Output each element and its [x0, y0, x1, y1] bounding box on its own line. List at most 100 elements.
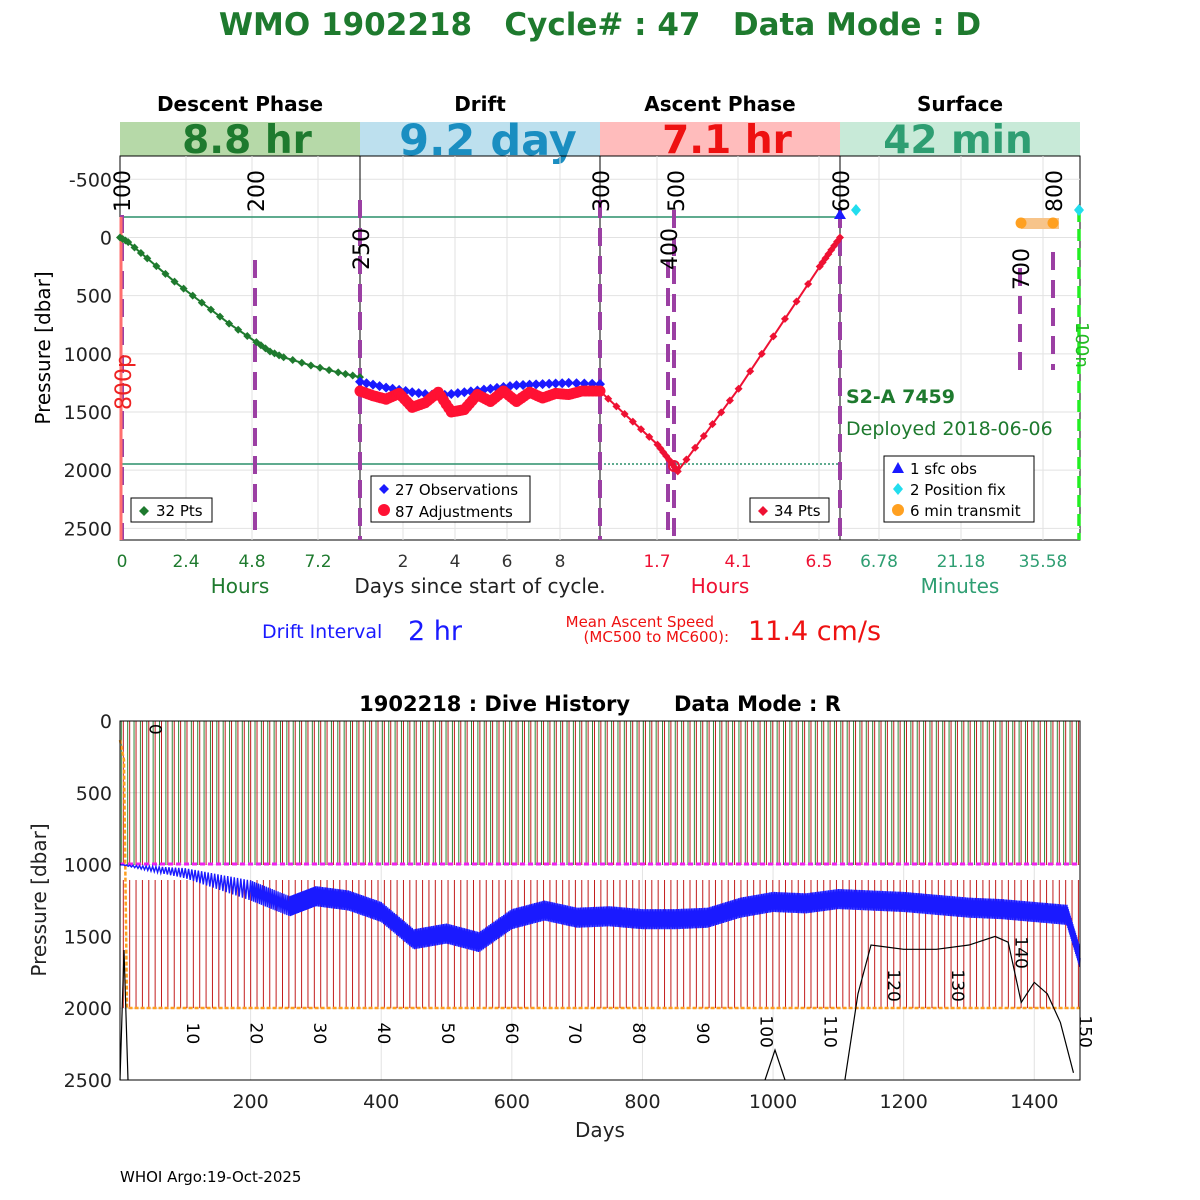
descent-legend-marker — [139, 506, 149, 516]
bottom-y-tick-2: 1000 — [64, 855, 112, 877]
descent-point-27 — [306, 361, 315, 370]
top-y-tick-2: 500 — [76, 286, 112, 308]
xlabel-ascent: Hours — [691, 574, 750, 598]
bottom-x-tick-3: 800 — [624, 1091, 660, 1113]
drift-obs-point-31 — [557, 378, 568, 389]
ascent-point-22 — [746, 367, 755, 376]
mc-label-700: 700 — [1010, 248, 1035, 290]
cycle-label-140: 140 — [1010, 936, 1030, 968]
drift-obs-point-24 — [511, 380, 522, 391]
phase-duration-drift: 9.2 day — [399, 116, 577, 166]
bottom-plot-area — [119, 720, 1081, 1081]
drift-obs-point-14 — [446, 388, 457, 399]
transmit-legend-label: 6 min transmit — [910, 502, 1021, 520]
top-y-ticks: -500 0 500 1000 1500 2000 2500 — [64, 169, 112, 540]
drift-obs-point-20 — [485, 383, 496, 394]
xtick-surface-2: 35.58 — [1019, 552, 1068, 572]
bottom-x-tick-4: 1000 — [749, 1091, 797, 1113]
drift-adj-point-90 — [594, 385, 606, 397]
ascent-point-6 — [645, 432, 654, 441]
ascent-point-20 — [725, 396, 734, 405]
descent-point-11 — [188, 291, 197, 300]
phase-band-descent — [120, 122, 360, 156]
bottom-y-tick-0: 0 — [100, 711, 112, 733]
ascent-point-24 — [769, 332, 778, 341]
descent-point-26 — [297, 358, 306, 367]
top-y-tick-5: 2000 — [64, 460, 112, 482]
mc-label-600: 600 — [830, 170, 855, 212]
mc-label-300: 300 — [590, 170, 615, 212]
ascent-speed-label-1: Mean Ascent Speed — [566, 613, 714, 631]
descent-point-9 — [170, 277, 179, 286]
top-y-tick-3: 1000 — [64, 344, 112, 366]
descent-point-5 — [136, 248, 145, 257]
phase-name-surface: Surface — [917, 92, 1003, 116]
drift-obs-point-28 — [537, 379, 548, 390]
ascent-point-21 — [734, 384, 743, 393]
descent-point-24 — [279, 353, 288, 362]
drift-obs-point-32 — [563, 377, 574, 388]
descent-point-8 — [161, 269, 170, 278]
descent-point-30 — [334, 368, 343, 377]
ascent-point-2 — [612, 402, 621, 411]
transmit-points — [1015, 217, 1059, 229]
top-y-tick-6: 2500 — [64, 518, 112, 540]
bottom-y-ticks: 0 500 1000 1500 2000 2500 — [64, 711, 112, 1092]
top-y-tick-4: 1500 — [64, 402, 112, 424]
ascent-point-16 — [691, 443, 700, 452]
phase-name-drift: Drift — [454, 92, 506, 116]
xtick-ascent-0: 1.7 — [643, 552, 670, 572]
phase-band-drift — [360, 122, 600, 156]
bottom-depth-series — [844, 935, 1075, 1081]
descent-legend: 32 Pts — [130, 497, 213, 523]
ascent-speed-value: 11.4 cm/s — [748, 616, 881, 647]
ascent-bottom-marker — [668, 460, 680, 472]
descent-series — [119, 236, 361, 379]
xtick-descent-1: 2.4 — [172, 552, 199, 572]
float-deployed: Deployed 2018-06-06 — [846, 418, 1053, 440]
cycle-label-90: 90 — [692, 1023, 712, 1045]
mc-label-500: 500 — [665, 170, 690, 212]
cycle-label-60: 60 — [501, 1023, 521, 1045]
mc-label-400: 400 — [658, 228, 683, 270]
drift-obs-point-2 — [368, 379, 379, 390]
ascent-point-14 — [673, 467, 682, 476]
descent-point-25 — [288, 356, 297, 365]
descent-point-29 — [325, 366, 334, 375]
descent-point-12 — [197, 298, 206, 307]
bottom-x-tick-2: 600 — [494, 1091, 530, 1113]
cycle-label-50: 50 — [437, 1023, 457, 1045]
ascent-point-4 — [628, 417, 637, 426]
cycle-label-30: 30 — [309, 1023, 329, 1045]
ascent-point-17 — [699, 431, 708, 440]
xtick-surface-1: 21.18 — [937, 552, 986, 572]
cycle-label-100: 100 — [756, 1015, 776, 1047]
descent-point-10 — [179, 284, 188, 293]
sfc-obs-legend-marker — [892, 462, 904, 473]
cycle-label-120: 120 — [883, 969, 903, 1001]
drift-adj-legend-label: 87 Adjustments — [395, 503, 513, 521]
xtick-drift-3: 8 — [555, 552, 566, 572]
bottom-x-tick-1: 400 — [363, 1091, 399, 1113]
ascent-legend-marker — [758, 506, 768, 516]
transmit-point-1 — [1047, 217, 1059, 229]
bottom-x-tick-6: 1400 — [1010, 1091, 1058, 1113]
side-label-100n: 100n — [1071, 322, 1092, 368]
cycle-labels: 0 10 20 30 40 50 60 70 80 90 100 110 120 130 140 150 — [144, 724, 1094, 1048]
ascent-point-27 — [804, 280, 813, 288]
mc-label-800: 800 — [1043, 170, 1068, 212]
ascent-series — [599, 236, 841, 474]
xtick-descent-2: 4.8 — [238, 552, 265, 572]
xtick-descent-0: 0 — [117, 552, 128, 572]
phase-band-ascent — [600, 122, 840, 156]
bottom-depth-series-2 — [119, 949, 129, 1081]
ascent-point-23 — [757, 349, 766, 358]
side-label-800p: 800p — [112, 354, 137, 410]
ascent-point-15 — [682, 455, 691, 464]
bottom-x-ticks: 200 400 600 800 1000 1200 1400 — [232, 1091, 1058, 1113]
position-fix-marker-1 — [851, 204, 861, 216]
descent-point-15 — [225, 319, 234, 328]
bottom-y-tick-1: 500 — [76, 783, 112, 805]
transmit-point-0 — [1015, 217, 1027, 229]
bottom-x-tick-0: 200 — [232, 1091, 268, 1113]
